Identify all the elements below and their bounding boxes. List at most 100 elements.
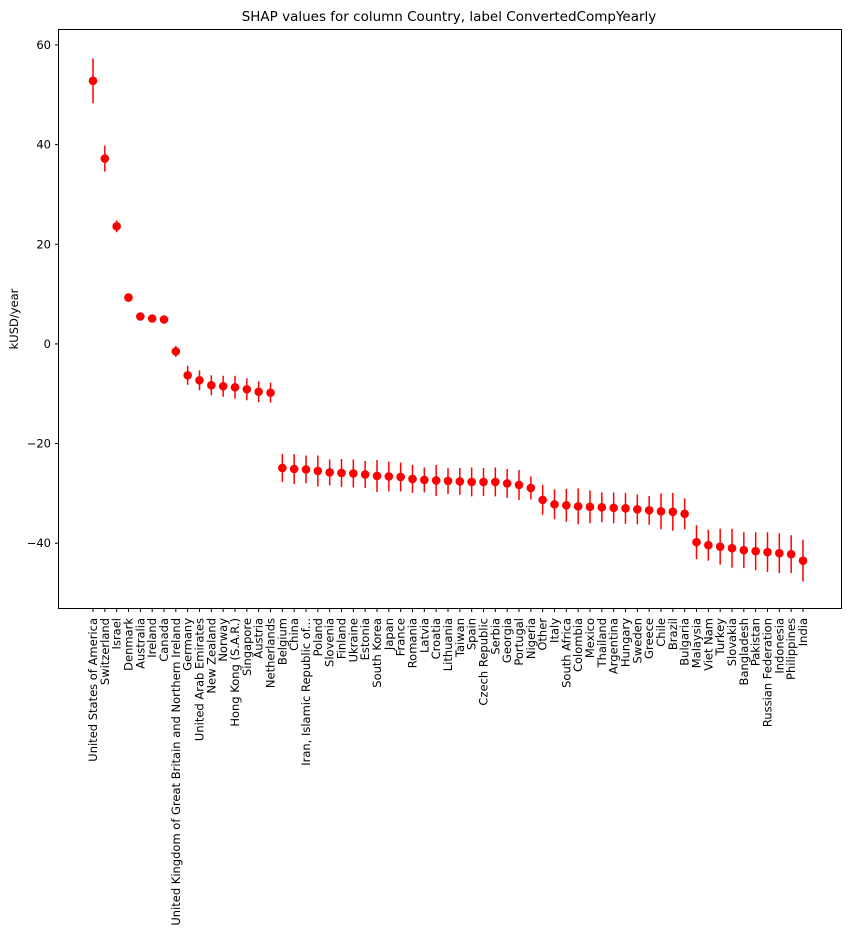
data-point xyxy=(218,381,228,391)
data-point xyxy=(289,464,299,474)
data-point xyxy=(337,468,346,478)
x-tick-label: Spain xyxy=(465,618,479,650)
x-tick-label: Bulgaria xyxy=(678,618,692,666)
data-point xyxy=(562,501,571,510)
y-tick-label: 60 xyxy=(36,38,51,52)
x-tick-label: Czech Republic xyxy=(477,618,491,706)
x-tick-label: Other xyxy=(536,618,550,651)
x-tick-label: France xyxy=(394,618,408,656)
x-tick-label: Ireland xyxy=(145,618,159,658)
y-axis-label: kUSD/year xyxy=(7,288,21,349)
data-point xyxy=(573,502,583,511)
data-point xyxy=(644,506,654,515)
data-point xyxy=(301,465,311,474)
x-tick-label: Malaysia xyxy=(690,618,704,668)
data-point xyxy=(775,548,784,558)
data-point xyxy=(171,347,181,356)
data-point xyxy=(621,504,630,513)
x-tick-label: United Arab Emirates xyxy=(193,618,207,741)
data-point xyxy=(443,476,453,486)
data-point xyxy=(692,537,701,547)
x-tick-label: Mexico xyxy=(583,618,597,658)
x-tick-label: Hungary xyxy=(619,618,633,667)
x-tick-label: Italy xyxy=(548,618,562,643)
data-point xyxy=(656,507,666,516)
x-tick-label: Lithuania xyxy=(441,618,455,671)
data-point xyxy=(739,545,749,555)
x-tick-label: Turkey xyxy=(713,618,727,657)
x-tick-label: Russian Federation xyxy=(761,618,775,727)
x-tick-label: Germany xyxy=(181,618,195,671)
y-tick-label: 0 xyxy=(44,337,51,351)
x-axis: United States of AmericaSwitzerlandIsrae… xyxy=(86,608,810,926)
x-tick-label: United States of America xyxy=(86,618,100,762)
data-point xyxy=(266,388,275,398)
x-tick-label: Canada xyxy=(157,618,171,662)
data-point xyxy=(112,222,121,231)
y-tick-label: −20 xyxy=(27,437,51,451)
data-point xyxy=(242,384,252,394)
data-point xyxy=(372,471,382,481)
data-point xyxy=(183,371,192,380)
x-tick-label: New Zealand xyxy=(204,618,218,694)
x-tick-label: South Korea xyxy=(370,618,384,688)
x-tick-label: Slovakia xyxy=(725,618,739,666)
x-tick-label: Australia xyxy=(133,618,147,669)
y-tick-label: 20 xyxy=(36,237,51,251)
x-tick-label: Sweden xyxy=(630,618,644,663)
data-point xyxy=(715,542,725,552)
x-tick-label: Switzerland xyxy=(98,618,112,685)
data-series xyxy=(88,58,808,582)
x-tick-label: Portugal xyxy=(512,618,526,666)
x-tick-label: Georgia xyxy=(500,618,514,663)
x-tick-label: Bangladesh xyxy=(737,618,751,685)
data-point xyxy=(147,314,157,323)
plot-area xyxy=(58,29,842,609)
data-point xyxy=(491,477,500,487)
data-point xyxy=(349,469,358,478)
x-tick-label: United Kingdom of Great Britain and Nort… xyxy=(169,618,183,926)
x-tick-label: Greece xyxy=(642,618,656,659)
data-point xyxy=(502,479,512,488)
x-tick-label: Serbia xyxy=(488,618,502,655)
data-point xyxy=(124,293,133,302)
data-point xyxy=(668,507,678,517)
data-point xyxy=(384,472,394,481)
x-tick-label: Argentina xyxy=(607,618,621,674)
x-tick-label: Japan xyxy=(382,618,396,651)
x-tick-label: Belgium xyxy=(275,618,289,665)
data-point xyxy=(455,477,465,486)
data-point xyxy=(159,315,169,324)
data-point xyxy=(550,500,559,509)
x-tick-label: Austria xyxy=(252,618,266,659)
data-point xyxy=(278,463,287,473)
x-tick-label: Thailand xyxy=(595,618,609,668)
y-axis: −40 −20 0 20 40 60 xyxy=(27,38,59,550)
x-tick-label: Ukraine xyxy=(346,618,360,662)
data-point xyxy=(704,540,713,550)
data-point xyxy=(514,480,524,490)
x-tick-label: Latvia xyxy=(417,618,431,653)
x-tick-label: Slovenia xyxy=(323,618,337,667)
data-point xyxy=(751,546,760,556)
x-tick-label: Iran, Islamic Republic of... xyxy=(299,618,313,766)
data-point xyxy=(136,312,145,321)
x-tick-label: Taiwan xyxy=(453,618,467,658)
data-point xyxy=(786,549,796,559)
data-point xyxy=(325,468,334,477)
data-point xyxy=(360,470,370,479)
data-point xyxy=(609,503,618,513)
data-point xyxy=(207,380,216,390)
data-point xyxy=(88,76,98,86)
data-point xyxy=(585,502,595,512)
x-tick-label: Pakistan xyxy=(749,618,763,666)
x-tick-label: South Africa xyxy=(559,618,573,688)
data-point xyxy=(727,543,737,553)
x-tick-label: Denmark xyxy=(122,618,136,671)
data-point xyxy=(597,503,607,512)
data-point xyxy=(313,466,323,476)
data-point xyxy=(230,382,240,392)
x-tick-label: Croatia xyxy=(429,618,443,659)
x-tick-label: Israel xyxy=(110,618,124,649)
data-point xyxy=(526,483,536,493)
